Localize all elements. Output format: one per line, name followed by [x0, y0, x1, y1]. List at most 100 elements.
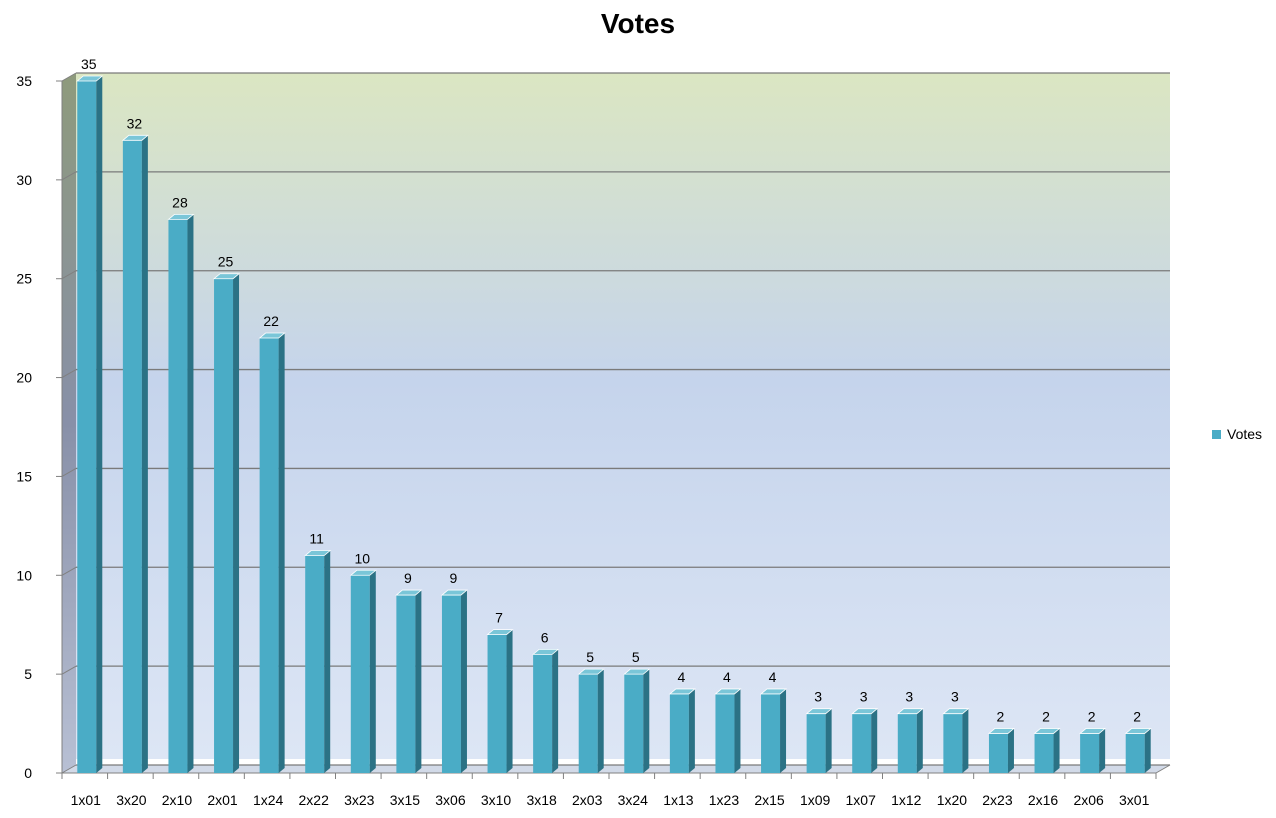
data-label: 4 [723, 669, 731, 685]
bar [1080, 733, 1100, 773]
bar-side [460, 590, 467, 773]
bar [168, 219, 188, 773]
data-label: 2 [1042, 708, 1050, 724]
bar [943, 713, 963, 773]
bar-side [1144, 728, 1151, 773]
data-label: 3 [951, 689, 959, 705]
bar [441, 595, 461, 773]
x-tick-label: 1x13 [663, 792, 694, 808]
x-tick-label: 2x06 [1073, 792, 1104, 808]
gridline-diagonal [61, 665, 77, 675]
bar-side [1007, 728, 1014, 773]
gridline-diagonal [61, 171, 77, 181]
data-label: 2 [997, 708, 1005, 724]
gridline-diagonal [61, 566, 77, 576]
bar [624, 674, 644, 773]
x-tick-label: 2x23 [982, 792, 1013, 808]
y-tick-label: 25 [16, 271, 32, 287]
bar-top [532, 648, 560, 655]
bar-top [349, 569, 377, 576]
data-label: 10 [355, 550, 371, 566]
data-label: 9 [404, 570, 412, 586]
bar [214, 278, 234, 773]
bar-top [167, 213, 195, 220]
bar-top [942, 708, 970, 715]
x-tick-label: 2x01 [207, 792, 238, 808]
gridline-diagonal [61, 764, 77, 774]
legend: Votes [1212, 426, 1262, 442]
bar-side [369, 570, 376, 773]
data-label: 6 [541, 629, 549, 645]
x-tick-label: 3x20 [116, 792, 147, 808]
bar-top [851, 708, 879, 715]
side-wall [62, 73, 76, 773]
bar-side [643, 669, 650, 773]
x-tick-label: 3x24 [618, 792, 649, 808]
data-label: 9 [450, 570, 458, 586]
bar-side [233, 273, 240, 773]
legend-label: Votes [1227, 426, 1263, 442]
bar-side [734, 688, 741, 773]
bar-top [440, 589, 469, 596]
data-label: 32 [127, 115, 143, 131]
bar-top [1033, 728, 1061, 734]
bar-side [415, 590, 422, 773]
data-label: 28 [172, 194, 188, 210]
bar-side [278, 333, 285, 773]
back-wall [76, 73, 1170, 759]
data-label: 4 [769, 669, 777, 685]
x-tick-label: 2x15 [754, 792, 785, 808]
x-tick-label: 1x01 [71, 792, 102, 808]
bar-top [121, 134, 149, 141]
y-tick-label: 30 [16, 172, 32, 188]
bar [852, 713, 872, 773]
bar [487, 634, 507, 773]
bar [988, 733, 1008, 773]
y-tick-label: 5 [24, 666, 32, 682]
data-label: 5 [586, 649, 594, 665]
bar-top [212, 273, 241, 280]
data-label: 22 [263, 313, 279, 329]
bar-top [304, 550, 332, 556]
x-tick-label: 1x23 [709, 792, 740, 808]
bar-side [506, 629, 513, 773]
data-label: 7 [495, 610, 503, 626]
bar-side [141, 135, 148, 774]
y-tick-label: 0 [24, 765, 32, 781]
x-tick-label: 3x01 [1119, 792, 1150, 808]
bar-side [96, 76, 103, 773]
bar-top [759, 688, 788, 695]
bar [761, 693, 781, 773]
bar-top [1124, 728, 1152, 734]
x-tick-label: 2x03 [572, 792, 603, 808]
bar [578, 674, 598, 773]
bar-side [916, 708, 923, 773]
gridline-diagonal [61, 369, 77, 379]
x-tick-label: 3x23 [344, 792, 375, 808]
data-label: 11 [309, 531, 324, 547]
bar [77, 81, 97, 773]
x-tick-label: 2x22 [299, 792, 330, 808]
bar-side [825, 708, 832, 773]
x-tick-label: 1x12 [891, 792, 922, 808]
gridline-diagonal [61, 270, 77, 280]
bar-top [987, 728, 1016, 734]
x-tick-label: 2x10 [162, 792, 193, 808]
y-tick-label: 20 [16, 370, 32, 386]
x-tick-label: 1x24 [253, 792, 284, 808]
bar-top [805, 708, 833, 715]
floor [62, 765, 1170, 773]
x-tick-label: 3x15 [390, 792, 421, 808]
bar-side [962, 708, 969, 773]
bar-top [76, 75, 104, 82]
bar-top [395, 589, 423, 596]
bar-side [187, 214, 194, 773]
bar-top [577, 668, 605, 675]
x-tick-label: 1x20 [937, 792, 968, 808]
bar-top [258, 332, 286, 339]
data-label: 35 [81, 56, 97, 72]
bar-top [486, 629, 514, 635]
x-axis-end [1155, 764, 1171, 774]
data-label: 5 [632, 649, 640, 665]
